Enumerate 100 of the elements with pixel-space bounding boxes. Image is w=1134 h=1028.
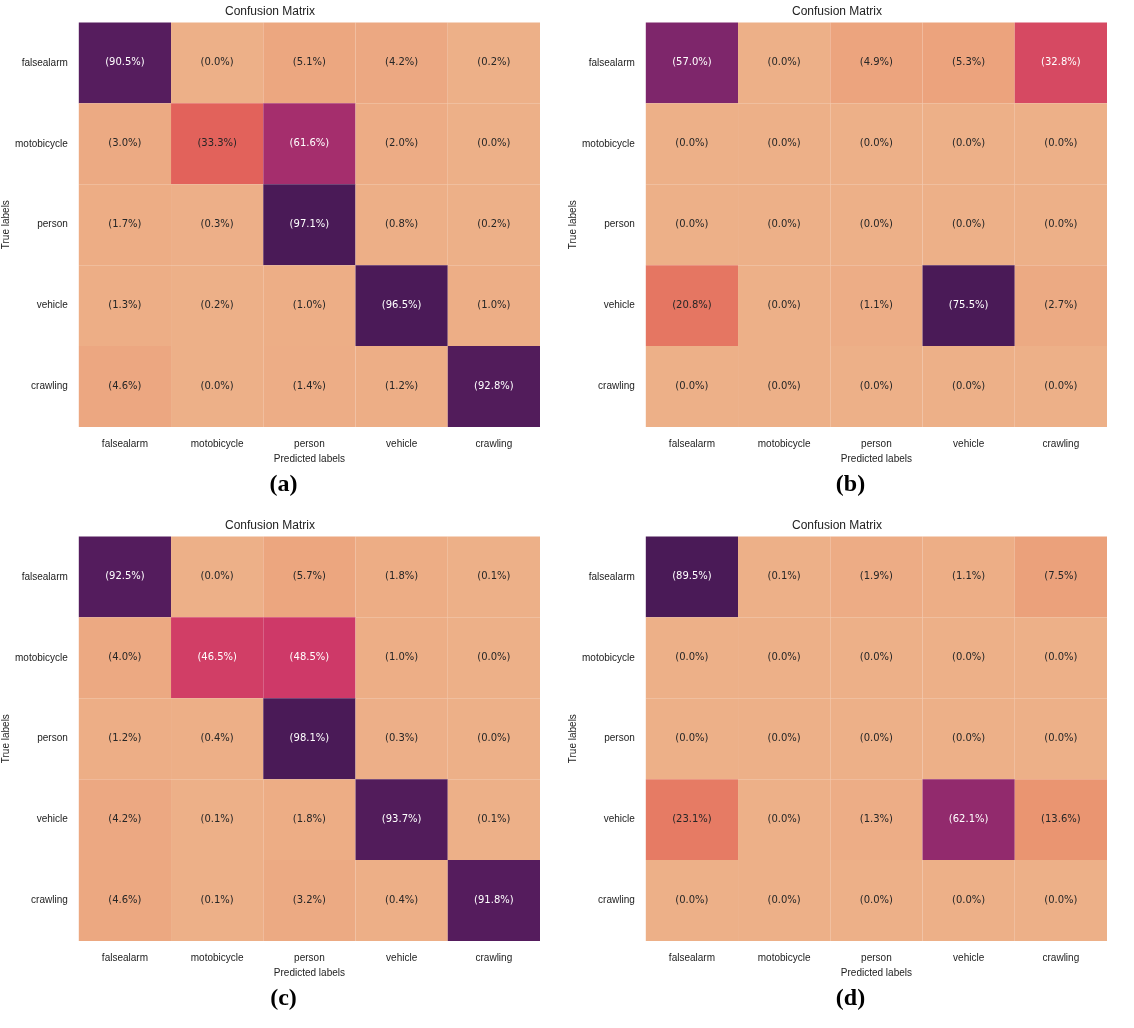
y-tick-label: falsealarm xyxy=(21,56,68,68)
data-label: (0.0%) xyxy=(1044,218,1078,230)
data-label: (0.3%) xyxy=(385,732,419,744)
data-label: (61.6%) xyxy=(289,137,330,149)
data-label: (0.8%) xyxy=(385,218,419,230)
data-label: (96.5%) xyxy=(381,299,422,311)
data-label: (0.0%) xyxy=(200,380,234,392)
y-tick-label: motobicycle xyxy=(581,651,636,663)
data-label: (5.7%) xyxy=(292,570,327,582)
x-tick-label: crawling xyxy=(1042,437,1080,449)
y-tick-label: crawling xyxy=(31,894,68,906)
data-label: (4.6%) xyxy=(108,380,142,392)
chart-title: Confusion Matrix xyxy=(791,3,883,18)
y-tick-label: person xyxy=(37,732,68,744)
data-label: (32.8%) xyxy=(1041,56,1081,68)
x-tick-label: vehicle xyxy=(386,437,418,449)
x-tick-label: falsealarm xyxy=(101,951,148,963)
y-axis-title: True labels xyxy=(0,200,11,250)
data-label: (0.0%) xyxy=(1044,732,1078,744)
data-label: (0.0%) xyxy=(675,894,709,906)
data-label: (0.4%) xyxy=(200,732,234,744)
y-tick-label: crawling xyxy=(598,894,635,906)
y-tick-label: falsealarm xyxy=(21,570,68,582)
data-label: (92.8%) xyxy=(474,380,514,392)
data-label: (5.3%) xyxy=(952,56,986,68)
data-label: (0.0%) xyxy=(675,380,709,392)
x-tick-label: falsealarm xyxy=(668,437,715,449)
y-axis-title: True labels xyxy=(566,200,578,250)
data-label: (0.0%) xyxy=(859,732,894,744)
data-label: (4.2%) xyxy=(385,56,419,68)
data-label: (0.1%) xyxy=(767,570,801,582)
data-label: (57.0%) xyxy=(672,56,712,68)
chart-title: Confusion Matrix xyxy=(224,517,316,532)
data-label: (0.2%) xyxy=(477,218,511,230)
data-label: (0.0%) xyxy=(767,732,801,744)
data-label: (0.0%) xyxy=(859,380,894,392)
data-label: (0.0%) xyxy=(952,651,986,663)
data-label: (0.0%) xyxy=(477,137,511,149)
data-label: (1.8%) xyxy=(385,570,419,582)
data-label: (62.1%) xyxy=(948,813,989,825)
y-tick-label: person xyxy=(604,732,635,744)
data-label: (0.3%) xyxy=(200,218,234,230)
data-label: (90.5%) xyxy=(105,56,145,68)
x-tick-label: person xyxy=(294,437,325,449)
data-label: (1.1%) xyxy=(952,570,986,582)
chart-title: Confusion Matrix xyxy=(224,3,316,18)
x-axis-title: Predicted labels xyxy=(273,452,345,464)
text: (a) xyxy=(268,470,299,497)
data-label: (0.0%) xyxy=(767,813,801,825)
data-label: (92.5%) xyxy=(105,570,145,582)
data-label: (0.0%) xyxy=(767,56,801,68)
y-tick-label: crawling xyxy=(31,380,68,392)
y-tick-label: person xyxy=(604,218,635,230)
data-label: (0.0%) xyxy=(859,137,894,149)
y-tick-label: motobicycle xyxy=(14,651,69,663)
y-axis-title: True labels xyxy=(566,714,578,764)
data-label: (1.0%) xyxy=(385,651,419,663)
data-label: (0.0%) xyxy=(1044,380,1078,392)
y-axis-title: True labels xyxy=(0,714,11,764)
data-label: (0.0%) xyxy=(767,299,801,311)
data-label: (75.5%) xyxy=(948,299,989,311)
data-label: (0.0%) xyxy=(767,651,801,663)
data-label: (93.7%) xyxy=(381,813,422,825)
x-tick-label: crawling xyxy=(475,951,513,963)
data-label: (0.0%) xyxy=(1044,651,1078,663)
text: (c) xyxy=(269,984,298,1011)
x-tick-label: person xyxy=(294,951,325,963)
data-label: (0.0%) xyxy=(1044,137,1078,149)
data-label: (0.0%) xyxy=(767,894,801,906)
x-tick-label: crawling xyxy=(1042,951,1080,963)
data-label: (0.0%) xyxy=(952,380,986,392)
data-label: (0.0%) xyxy=(675,137,709,149)
data-label: (4.9%) xyxy=(859,56,894,68)
y-tick-label: falsealarm xyxy=(588,56,635,68)
data-label: (13.6%) xyxy=(1041,813,1081,825)
data-label: (1.3%) xyxy=(108,299,142,311)
y-tick-label: vehicle xyxy=(603,299,636,311)
data-label: (1.2%) xyxy=(108,732,142,744)
data-label: (0.0%) xyxy=(952,894,986,906)
data-label: (1.0%) xyxy=(477,299,511,311)
data-label: (1.2%) xyxy=(385,380,419,392)
data-label: (97.1%) xyxy=(289,218,330,230)
x-tick-label: falsealarm xyxy=(668,951,715,963)
data-label: (23.1%) xyxy=(672,813,712,825)
data-label: (0.2%) xyxy=(477,56,511,68)
x-tick-label: crawling xyxy=(475,437,513,449)
y-tick-label: person xyxy=(37,218,68,230)
data-label: (89.5%) xyxy=(672,570,712,582)
data-label: (0.1%) xyxy=(200,813,234,825)
text: (d) xyxy=(834,984,867,1011)
data-label: (0.1%) xyxy=(200,894,234,906)
data-label: (2.0%) xyxy=(385,137,419,149)
data-label: (20.8%) xyxy=(672,299,712,311)
data-label: (4.6%) xyxy=(108,894,142,906)
data-label: (0.0%) xyxy=(952,732,986,744)
x-tick-label: person xyxy=(861,437,892,449)
data-label: (0.0%) xyxy=(859,651,894,663)
x-tick-label: motobicycle xyxy=(190,951,244,963)
y-tick-label: vehicle xyxy=(603,813,636,825)
x-tick-label: motobicycle xyxy=(757,951,811,963)
